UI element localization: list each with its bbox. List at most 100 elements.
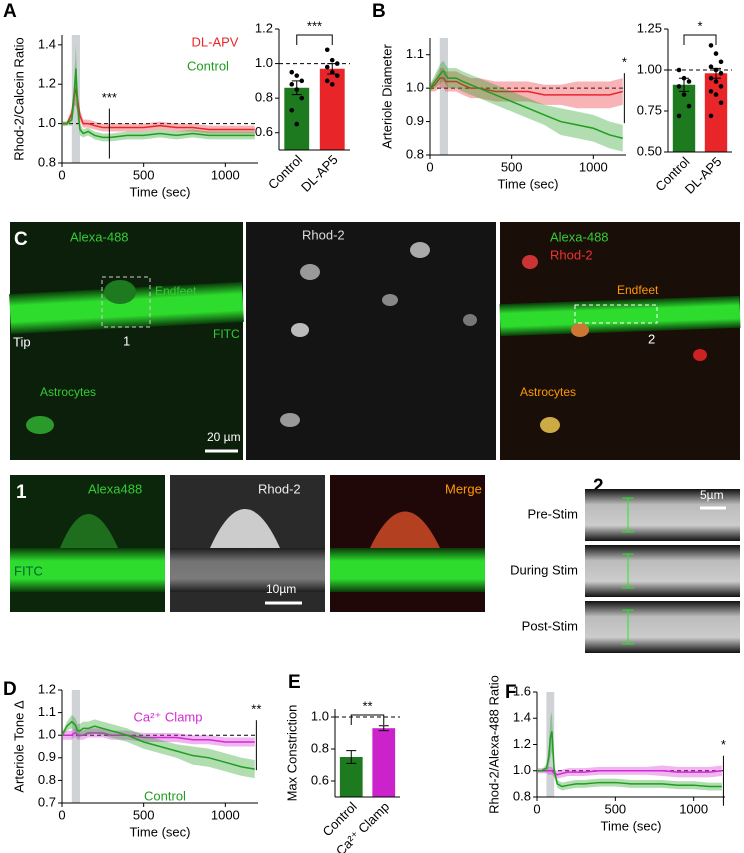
- panel-letter: E: [288, 672, 301, 693]
- data-point: [289, 107, 295, 113]
- x-tick-label: 500: [133, 807, 155, 822]
- bar: [704, 73, 728, 152]
- significance: *: [697, 18, 702, 33]
- endfoot: [104, 280, 136, 304]
- y-tick-label: 1.6: [513, 683, 531, 698]
- panel-letter: C: [14, 229, 28, 250]
- data-point: [329, 57, 335, 63]
- cell: [693, 349, 707, 361]
- panel-letter: 2: [593, 476, 604, 497]
- data-point: [299, 78, 305, 84]
- label: 20 µm: [207, 430, 241, 444]
- data-point: [718, 100, 724, 106]
- series-line: [537, 731, 722, 788]
- data-point: [329, 69, 335, 75]
- y-tick-label: 0.8: [513, 788, 531, 803]
- y-tick-label: 1.0: [311, 708, 329, 723]
- cell: [382, 294, 398, 306]
- data-point: [294, 73, 300, 78]
- data-point: [294, 121, 300, 127]
- data-point: [708, 89, 714, 94]
- data-point: [686, 79, 692, 84]
- label: Merge: [445, 481, 482, 496]
- vessel: [330, 548, 485, 592]
- panel-letter: A: [3, 1, 17, 22]
- diameter-marker: [622, 497, 634, 645]
- data-point: [681, 92, 687, 97]
- error-band: [537, 765, 722, 779]
- label: Rhod-2: [302, 227, 345, 242]
- image: [585, 545, 740, 597]
- bar: [672, 84, 696, 152]
- y-tick-label: 0.8: [406, 146, 424, 161]
- y-tick-label: 0.8: [38, 154, 56, 169]
- error-band: [430, 61, 623, 152]
- label: Pre-Stim: [527, 506, 578, 521]
- data-point: [713, 67, 719, 73]
- panel-letter: 1: [16, 482, 27, 503]
- series-line: [62, 732, 255, 743]
- vessel: [9, 281, 244, 335]
- y-tick-label: 1.25: [637, 20, 662, 35]
- data-point: [324, 47, 330, 53]
- y-tick-label: 0.8: [38, 772, 56, 787]
- cell: [300, 264, 320, 280]
- error-band: [430, 68, 623, 109]
- vessel: [499, 295, 741, 337]
- bar: [339, 757, 363, 797]
- bar: [372, 728, 396, 797]
- y-axis-label: Rhod-2/Calcein Ratio: [11, 37, 26, 161]
- label: Astrocytes: [520, 385, 576, 399]
- x-tick-label: 1000: [679, 801, 708, 816]
- y-tick-label: 1.0: [38, 727, 56, 742]
- significance-bracket: [350, 714, 385, 725]
- series-line: [429, 77, 623, 96]
- y-tick-label: 1.0: [513, 762, 531, 777]
- series-line: [61, 720, 255, 770]
- y-tick-label: 0.9: [38, 749, 56, 764]
- roi2-panel: 2 5µm Pre-Stim During Stim Post-Stim: [510, 476, 740, 653]
- series-line: [537, 770, 722, 776]
- legend-label: Ca²⁺ Clamp: [134, 709, 203, 724]
- label: Endfeet: [617, 283, 659, 297]
- error-band: [62, 74, 255, 134]
- data-point: [686, 103, 692, 109]
- y-tick-label: 1.1: [406, 46, 424, 61]
- y-axis-label: Rhod-2/Alexa-488 Ratio: [486, 675, 501, 814]
- data-point: [708, 75, 714, 81]
- label: Endfeet: [155, 284, 197, 298]
- data-point: [713, 79, 719, 84]
- y-tick-label: 1.2: [255, 20, 273, 35]
- y-tick-label: 1.0: [38, 115, 56, 130]
- y-tick-label: 0.7: [38, 794, 56, 809]
- y-tick-label: 1.2: [38, 681, 56, 696]
- y-tick-label: 1.0: [406, 80, 424, 95]
- data-point: [289, 82, 295, 87]
- panel-letter: B: [372, 1, 386, 22]
- x-tick-label: 500: [604, 801, 626, 816]
- cell: [410, 242, 430, 258]
- endfoot: [210, 509, 280, 548]
- endfoot: [370, 511, 440, 548]
- label: Alexa-488: [550, 229, 609, 244]
- annotation: ***: [102, 90, 117, 105]
- bar: [319, 68, 345, 150]
- label: Post-Stim: [522, 618, 578, 633]
- significance: **: [362, 698, 372, 713]
- cell: [540, 417, 560, 433]
- data-point: [676, 84, 682, 89]
- y-tick-label: 1.1: [38, 704, 56, 719]
- x-axis-label: Time (sec): [130, 184, 191, 199]
- legend-label: Control: [144, 788, 186, 803]
- image: [585, 601, 740, 653]
- cell: [291, 323, 309, 337]
- x-axis-label: Time (sec): [130, 824, 191, 839]
- x-tick-label: 0: [533, 801, 540, 816]
- roi-box: [101, 276, 151, 328]
- data-point: [681, 75, 687, 81]
- y-tick-label: 1.4: [38, 36, 56, 51]
- x-tick-label: 0: [58, 167, 65, 182]
- data-point: [324, 78, 330, 84]
- y-axis-label: Max Constriction: [284, 705, 299, 802]
